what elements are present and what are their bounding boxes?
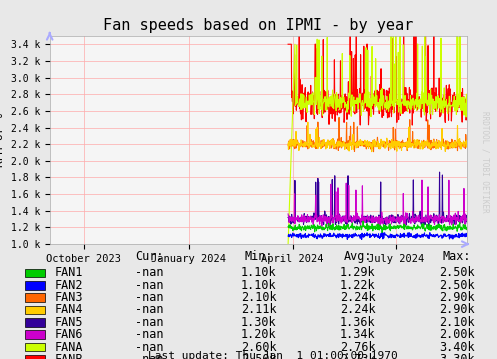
Text: 3.40k: 3.40k: [439, 341, 475, 354]
Text: -nan: -nan: [135, 291, 164, 304]
Text: 3.30k: 3.30k: [439, 353, 475, 359]
Text: 1.30k: 1.30k: [241, 316, 276, 329]
Text: 2.11k: 2.11k: [241, 303, 276, 317]
Title: Fan speeds based on IPMI - by year: Fan speeds based on IPMI - by year: [103, 18, 414, 33]
Text: FAN1: FAN1: [55, 266, 83, 279]
FancyBboxPatch shape: [25, 269, 45, 277]
Text: -nan: -nan: [135, 328, 164, 341]
Text: FAN6: FAN6: [55, 328, 83, 341]
Text: 1.29k: 1.29k: [340, 266, 376, 279]
Text: 1.34k: 1.34k: [340, 328, 376, 341]
Text: 2.60k: 2.60k: [241, 341, 276, 354]
Text: FAN5: FAN5: [55, 316, 83, 329]
FancyBboxPatch shape: [25, 293, 45, 302]
Text: FAN3: FAN3: [55, 291, 83, 304]
Text: -nan: -nan: [135, 316, 164, 329]
Text: 2.90k: 2.90k: [439, 303, 475, 317]
Text: 2.76k: 2.76k: [340, 341, 376, 354]
Text: 2.24k: 2.24k: [340, 291, 376, 304]
Text: 2.24k: 2.24k: [340, 303, 376, 317]
Text: 2.50k: 2.50k: [439, 266, 475, 279]
FancyBboxPatch shape: [25, 355, 45, 359]
Text: Last update: Thu Jan  1 01:00:00 1970: Last update: Thu Jan 1 01:00:00 1970: [149, 351, 398, 359]
Text: -nan: -nan: [135, 353, 164, 359]
FancyBboxPatch shape: [25, 318, 45, 327]
FancyBboxPatch shape: [25, 330, 45, 339]
Text: 2.50k: 2.50k: [241, 353, 276, 359]
Text: Avg:: Avg:: [343, 250, 372, 263]
Text: 2.90k: 2.90k: [439, 291, 475, 304]
Text: FAN2: FAN2: [55, 279, 83, 292]
Text: FANB: FANB: [55, 353, 83, 359]
Text: 2.10k: 2.10k: [439, 316, 475, 329]
Text: 2.10k: 2.10k: [241, 291, 276, 304]
Text: -nan: -nan: [135, 341, 164, 354]
Text: 1.22k: 1.22k: [340, 279, 376, 292]
Text: Max:: Max:: [443, 250, 472, 263]
Text: FANA: FANA: [55, 341, 83, 354]
Text: RRDTOOL / TOBI OETIKER: RRDTOOL / TOBI OETIKER: [480, 111, 489, 213]
Text: Cur:: Cur:: [135, 250, 164, 263]
Text: -nan: -nan: [135, 303, 164, 317]
Text: 1.36k: 1.36k: [340, 316, 376, 329]
Text: -nan: -nan: [135, 279, 164, 292]
Text: 2.00k: 2.00k: [439, 328, 475, 341]
Text: 1.10k: 1.10k: [241, 279, 276, 292]
Text: 1.20k: 1.20k: [241, 328, 276, 341]
Text: 2.50k: 2.50k: [439, 279, 475, 292]
Y-axis label: RPM or %: RPM or %: [0, 113, 5, 167]
Text: 1.10k: 1.10k: [241, 266, 276, 279]
Text: Min:: Min:: [244, 250, 273, 263]
FancyBboxPatch shape: [25, 306, 45, 314]
Text: -nan: -nan: [135, 266, 164, 279]
Text: 2.73k: 2.73k: [340, 353, 376, 359]
FancyBboxPatch shape: [25, 281, 45, 289]
Text: FAN4: FAN4: [55, 303, 83, 317]
FancyBboxPatch shape: [25, 343, 45, 351]
